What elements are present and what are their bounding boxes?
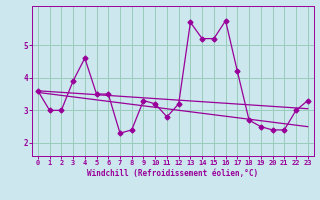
- X-axis label: Windchill (Refroidissement éolien,°C): Windchill (Refroidissement éolien,°C): [87, 169, 258, 178]
